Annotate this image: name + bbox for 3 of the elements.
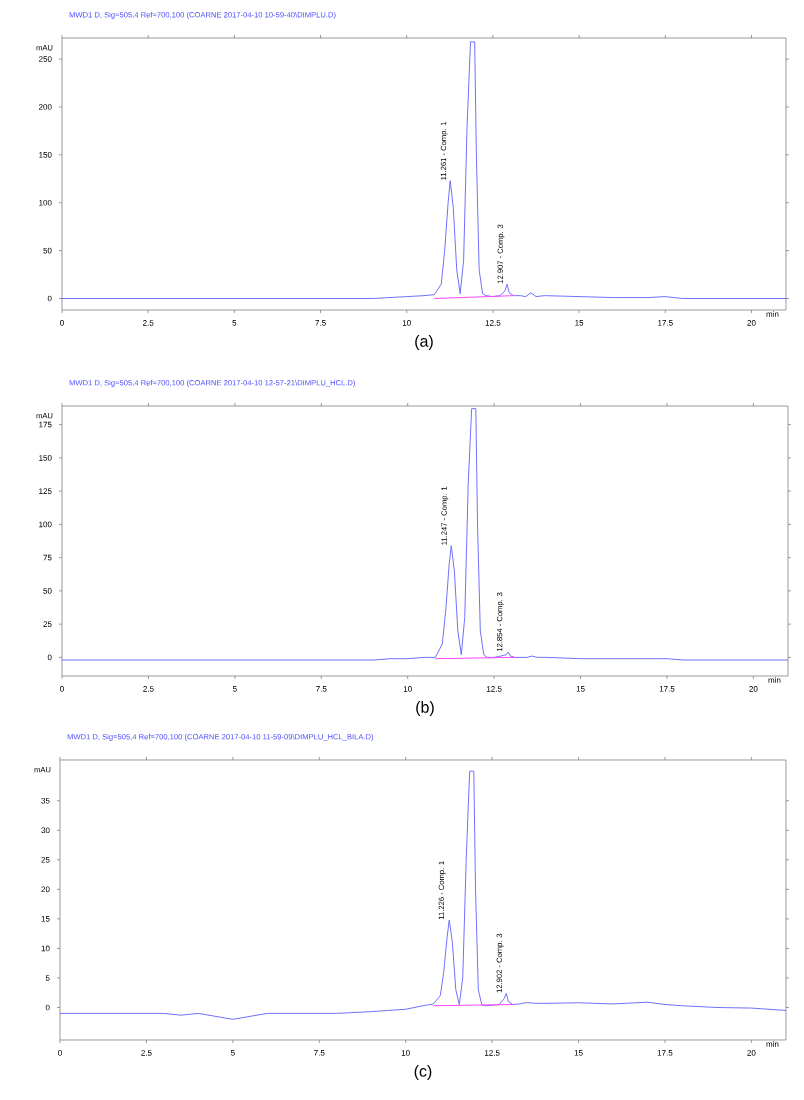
text: (a) (415, 335, 433, 350)
text: (c) (414, 1065, 432, 1080)
text: (b) (416, 701, 434, 716)
